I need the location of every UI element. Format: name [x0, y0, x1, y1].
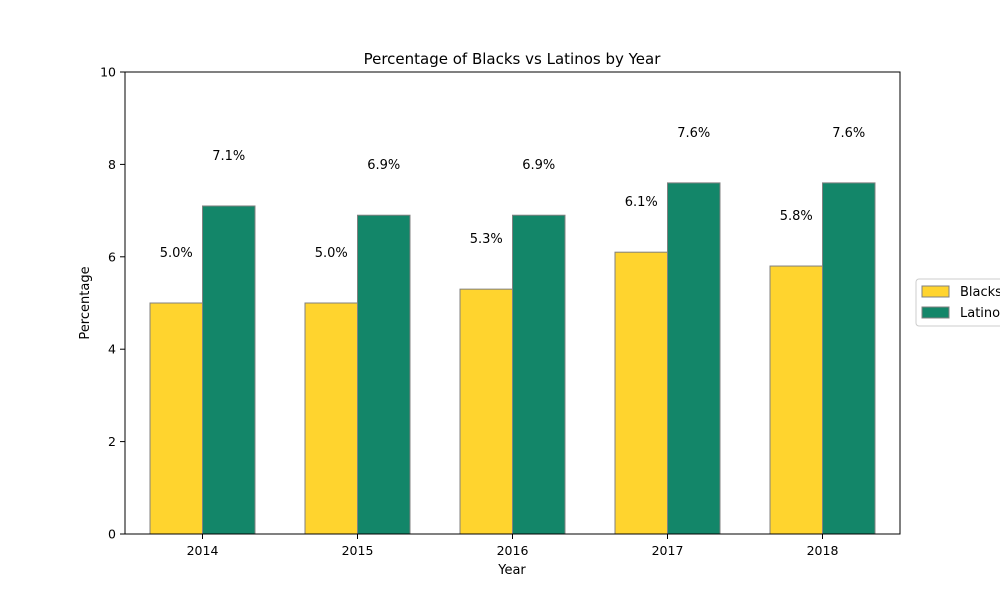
legend-box: Blacks Latinos	[915, 278, 1000, 327]
data-label-latinos-2015: 6.9%	[367, 158, 400, 173]
x-tick-label: 2014	[187, 543, 219, 558]
x-axis: 2014 2015 2016 2017 2018	[187, 534, 839, 558]
bars-layer	[149, 182, 876, 535]
legend-swatch-latinos	[921, 306, 950, 319]
data-label-latinos-2017: 7.6%	[677, 126, 710, 141]
data-label-blacks-2014: 5.0%	[160, 246, 193, 261]
legend-label-latinos: Latinos	[960, 306, 1000, 321]
y-tick-label: 2	[108, 434, 116, 449]
bar-latinos-2014	[202, 205, 256, 535]
data-label-blacks-2015: 5.0%	[315, 246, 348, 261]
legend-swatch-blacks	[921, 285, 950, 298]
data-labels-layer: 5.0% 7.1% 5.0% 6.9% 5.3% 6.9% 6.1% 7.6% 5.8% 7.6%	[160, 126, 866, 261]
x-tick-label: 2015	[342, 543, 374, 558]
bar-blacks-2016	[459, 288, 513, 535]
data-label-latinos-2016: 6.9%	[522, 158, 555, 173]
bar-blacks-2015	[304, 302, 358, 535]
bar-blacks-2017	[614, 251, 668, 535]
bar-blacks-2018	[769, 265, 823, 535]
x-tick-label: 2016	[497, 543, 529, 558]
bar-latinos-2016	[512, 214, 566, 535]
x-tick-label: 2018	[807, 543, 839, 558]
legend-label-blacks: Blacks	[960, 285, 1000, 300]
y-axis-label: Percentage	[78, 266, 93, 339]
bar-latinos-2018	[822, 182, 876, 535]
data-label-blacks-2017: 6.1%	[625, 195, 658, 210]
chart-title: Percentage of Blacks vs Latinos by Year	[364, 50, 662, 68]
x-tick-label: 2017	[652, 543, 684, 558]
y-axis: 0 2 4 6 8 10	[100, 65, 125, 542]
y-tick-label: 0	[108, 527, 116, 542]
bar-blacks-2014	[149, 302, 203, 535]
y-tick-label: 6	[108, 249, 116, 264]
data-label-latinos-2018: 7.6%	[832, 126, 865, 141]
y-tick-label: 4	[108, 342, 116, 357]
x-axis-label: Year	[497, 563, 526, 578]
data-label-blacks-2016: 5.3%	[470, 232, 503, 247]
y-tick-label: 8	[108, 157, 116, 172]
legend: Blacks Latinos	[915, 278, 1000, 327]
bar-latinos-2017	[667, 182, 721, 535]
bar-latinos-2015	[357, 214, 411, 535]
data-label-latinos-2014: 7.1%	[212, 149, 245, 164]
y-tick-label: 10	[100, 65, 116, 80]
data-label-blacks-2018: 5.8%	[780, 209, 813, 224]
